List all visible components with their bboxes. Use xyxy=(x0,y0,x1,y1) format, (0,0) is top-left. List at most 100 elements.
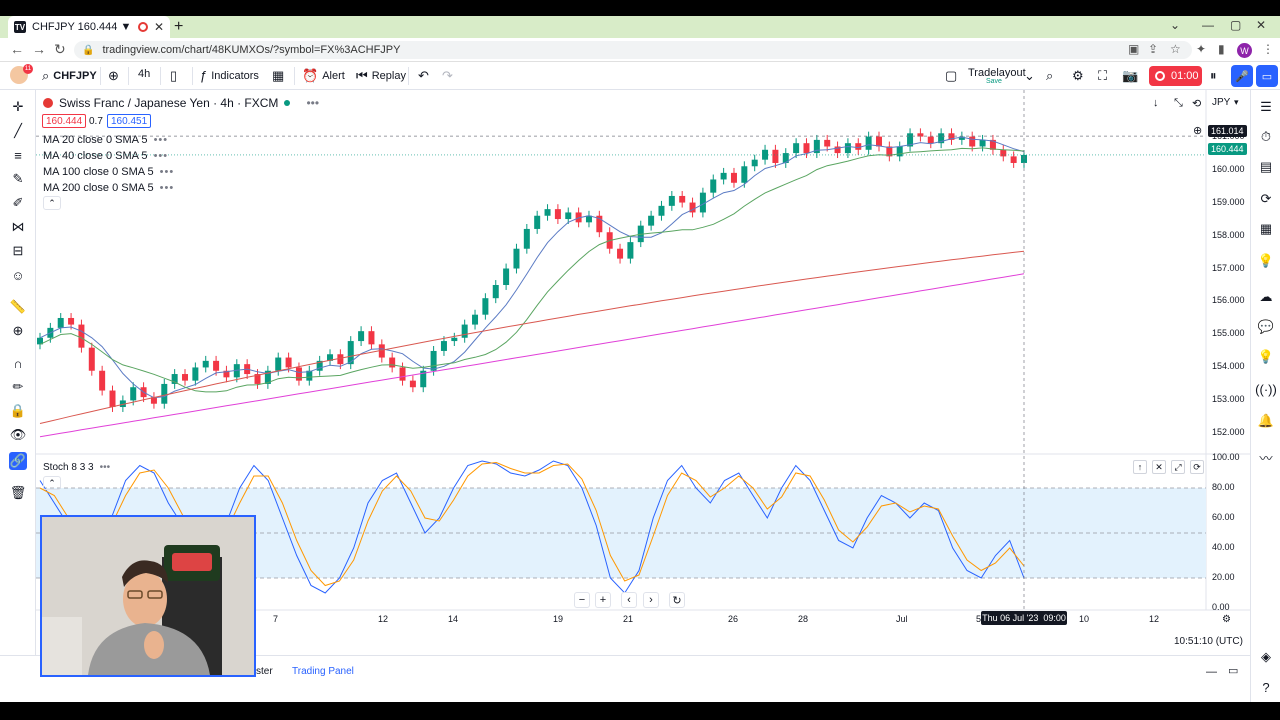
reset-chart-button[interactable]: ↻ xyxy=(669,592,685,608)
zoom-out-button[interactable]: − xyxy=(574,592,590,608)
bookmark-star-icon[interactable]: ☆ xyxy=(1170,42,1181,56)
symbol-search-button[interactable]: ⌕ CHFJPY xyxy=(42,68,97,84)
trash-icon[interactable]: 🗑 xyxy=(9,485,27,500)
browser-menu-icon[interactable]: ⋮ xyxy=(1262,42,1274,56)
fullscreen-button[interactable]: ⛶ xyxy=(1098,68,1107,84)
arrow-down-icon[interactable]: ↓ xyxy=(1153,97,1159,109)
bell-icon[interactable]: 🔔 xyxy=(1257,413,1275,428)
maximize-pane-icon[interactable]: ⤢ xyxy=(1171,460,1185,474)
utc-clock[interactable]: 10:51:10 (UTC) xyxy=(1174,636,1243,647)
notifications-icon[interactable]: 💡 xyxy=(1257,349,1275,364)
stoch-legend[interactable]: Stoch 8 3 3 ••• xyxy=(43,462,110,473)
zoom-in-button[interactable]: + xyxy=(595,592,611,608)
pulse-icon[interactable]: 〰 xyxy=(1259,450,1273,466)
hotlists-icon[interactable]: ⟳ xyxy=(1260,191,1272,206)
record-button[interactable]: 01:00 xyxy=(1149,66,1202,86)
back-icon[interactable]: ← xyxy=(10,41,24,57)
collapse-legend-button[interactable]: ⌃ xyxy=(43,196,61,210)
collapse-icon[interactable]: ⤡ xyxy=(1174,97,1183,109)
undo-button[interactable]: ↶ xyxy=(418,68,429,84)
redo-button[interactable]: ↷ xyxy=(442,68,453,84)
reload-icon[interactable]: ↻ xyxy=(54,41,66,57)
lock-icon[interactable]: 🔒 xyxy=(9,403,27,418)
layers-icon[interactable]: ◈ xyxy=(1261,649,1271,664)
measure-icon[interactable]: ⊟ xyxy=(12,243,24,258)
fib-icon[interactable]: ≡ xyxy=(14,147,22,163)
browser-profile-avatar[interactable]: W xyxy=(1237,43,1252,58)
eye-icon[interactable]: 👁 xyxy=(9,427,27,442)
quick-search-button[interactable]: ⌕ xyxy=(1046,68,1053,84)
ideas-bulb-icon[interactable]: 💡 xyxy=(1257,253,1275,268)
more-icon[interactable]: ••• xyxy=(153,134,169,146)
interval-button[interactable]: 4h xyxy=(138,68,151,80)
calendar-icon[interactable]: ▦ xyxy=(1259,221,1273,236)
pane-settings-icon[interactable]: ⟳ xyxy=(1190,460,1204,474)
watchlist-icon[interactable]: ☰ xyxy=(1260,99,1272,114)
add-alert-plus-icon[interactable]: ⊕ xyxy=(1193,125,1203,137)
settings-button[interactable]: ⚙ xyxy=(1072,68,1084,84)
bid-price[interactable]: 160.444 xyxy=(42,114,87,128)
pen-icon[interactable]: ✐ xyxy=(12,195,24,210)
scroll-left-button[interactable]: ‹ xyxy=(621,592,637,608)
trend-line-icon[interactable]: ╱ xyxy=(14,123,22,138)
extensions-icon[interactable]: ✦ xyxy=(1196,42,1207,56)
share-icon[interactable]: ⇪ xyxy=(1148,42,1159,56)
pattern-icon[interactable]: ⋈ xyxy=(11,219,25,234)
emoji-icon[interactable]: ☺ xyxy=(11,267,25,283)
maximize-icon[interactable]: ▢ xyxy=(1230,18,1242,32)
chevron-down-icon[interactable]: ⌄ xyxy=(1170,18,1181,32)
magnet-icon[interactable]: ∩ xyxy=(13,355,23,371)
browser-tab[interactable]: TV CHFJPY 160.444 ▼ −0.26% T ✕ xyxy=(8,16,170,38)
more-options-icon[interactable]: ••• xyxy=(306,96,320,110)
help-icon[interactable]: ? xyxy=(1262,679,1270,695)
brush-icon[interactable]: ✎ xyxy=(12,171,24,186)
snapshot-button[interactable]: 📷 xyxy=(1122,68,1138,84)
alerts-clock-icon[interactable]: ⏱ xyxy=(1260,129,1272,144)
compare-symbol-button[interactable]: ⊕ xyxy=(108,68,119,84)
ask-price[interactable]: 160.451 xyxy=(107,114,152,128)
streams-icon[interactable]: ☁ xyxy=(1259,289,1273,304)
ruler-icon[interactable]: 📏 xyxy=(9,299,27,314)
alert-button[interactable]: ⏰ Alert xyxy=(302,68,345,84)
axis-settings-gear-icon[interactable]: ⚙ xyxy=(1222,614,1231,625)
link-icon[interactable]: 🔗 xyxy=(9,452,27,470)
pause-button[interactable]: ⏸ xyxy=(1210,68,1217,84)
restore-icon[interactable]: ⟲ xyxy=(1192,98,1202,110)
replay-button[interactable]: ⏮ Replay xyxy=(356,68,406,84)
collapse-stoch-legend-button[interactable]: ⌃ xyxy=(43,476,61,490)
more-icon[interactable]: ••• xyxy=(153,150,169,162)
minimize-panel-icon[interactable]: — xyxy=(1206,666,1217,678)
close-tab-icon[interactable]: ✕ xyxy=(153,20,164,34)
templates-button[interactable]: ▦ xyxy=(272,68,284,84)
indicator-legend-ma100[interactable]: MA 100 close 0 SMA 5 ••• xyxy=(43,166,174,178)
more-icon[interactable]: ••• xyxy=(159,166,175,178)
sidebar-toggle-icon[interactable]: ▮ xyxy=(1218,42,1225,56)
indicators-button[interactable]: ƒ Indicators xyxy=(200,68,259,83)
more-icon[interactable]: ••• xyxy=(99,462,111,473)
camera-permission-icon[interactable]: ▣ xyxy=(1128,42,1140,56)
move-pane-up-icon[interactable]: ↑ xyxy=(1133,460,1147,474)
data-window-icon[interactable]: ▤ xyxy=(1259,159,1273,174)
screen-share-icon[interactable]: ▭ xyxy=(1256,65,1278,87)
more-icon[interactable]: ••• xyxy=(159,182,175,194)
crosshair-icon[interactable]: ✛ xyxy=(12,99,24,114)
signal-icon[interactable]: ((·)) xyxy=(1255,381,1277,397)
delete-pane-icon[interactable]: ✕ xyxy=(1152,460,1166,474)
url-field[interactable]: 🔒 tradingview.com/chart/48KUMXOs/?symbol… xyxy=(74,41,1192,59)
minimize-icon[interactable]: — xyxy=(1202,18,1214,32)
layout-select-button[interactable]: ▢ xyxy=(945,68,957,84)
layout-name[interactable]: Tradelayout xyxy=(968,67,1026,79)
currency-chevron-icon[interactable]: ▾ xyxy=(1234,97,1239,107)
close-window-icon[interactable]: ✕ xyxy=(1256,18,1267,32)
maximize-panel-icon[interactable]: ▭ xyxy=(1228,665,1239,677)
tab-trading-panel[interactable]: Trading Panel xyxy=(292,666,354,677)
scroll-right-button[interactable]: › xyxy=(643,592,659,608)
zoom-in-icon[interactable]: ⊕ xyxy=(12,323,24,338)
indicator-legend-ma20[interactable]: MA 20 close 0 SMA 5 ••• xyxy=(43,134,168,146)
chart-type-button[interactable]: ▯ xyxy=(170,68,177,84)
forward-icon[interactable]: → xyxy=(32,41,46,57)
new-tab-icon[interactable]: + xyxy=(174,18,184,35)
lock-drawing-icon[interactable]: ✏ xyxy=(12,379,24,394)
indicator-legend-ma40[interactable]: MA 40 close 0 SMA 5 ••• xyxy=(43,150,168,162)
currency-selector[interactable]: JPY xyxy=(1212,97,1231,108)
